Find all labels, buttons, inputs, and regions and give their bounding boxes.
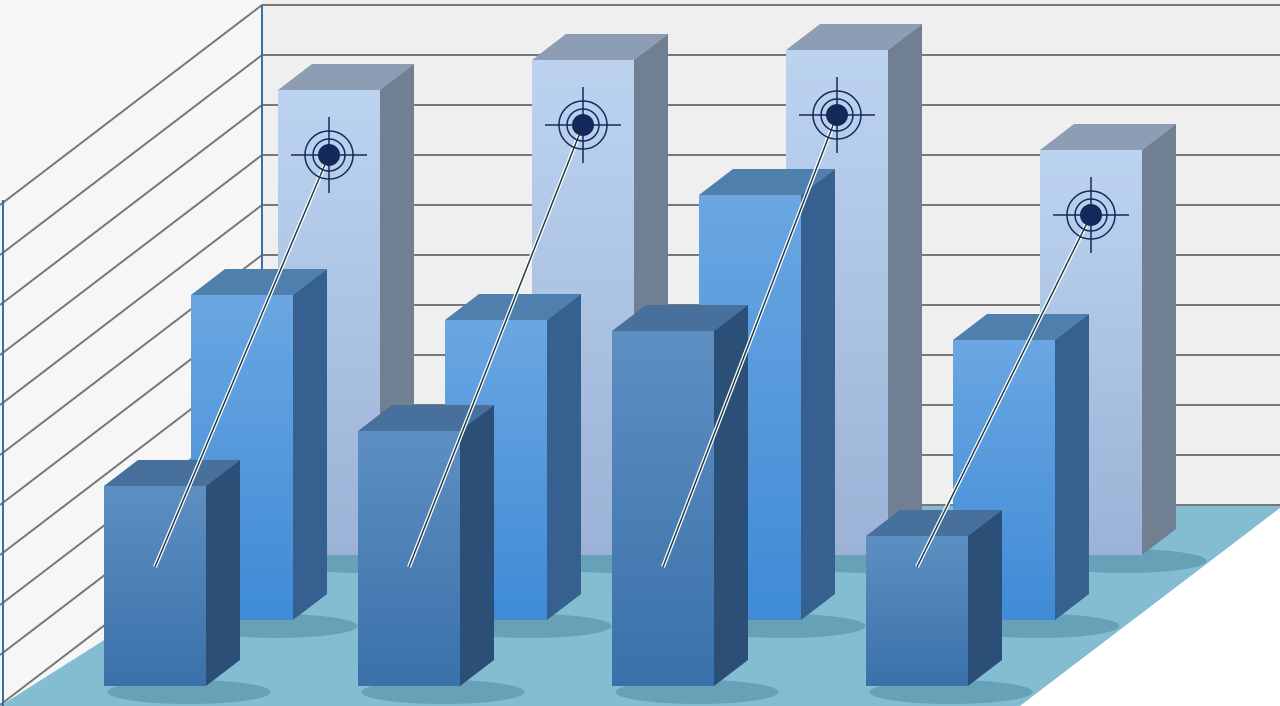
bar-side [293,269,327,620]
bar-top [866,510,1002,536]
bar-top [953,314,1089,340]
connector-line [662,114,838,568]
bar-side [206,460,240,686]
bar-side [460,405,494,686]
bar-top [104,460,240,486]
bar-side [1055,314,1089,620]
bar-side [714,305,748,686]
connector-line [408,124,584,568]
bar-side [968,510,1002,686]
bar [612,331,714,686]
bar-top [358,405,494,431]
bar-top [191,269,327,295]
bar-top [699,169,835,195]
bar-top [532,34,668,60]
bar-side [547,294,581,620]
bar-side [801,169,835,620]
gridline-side [0,204,263,406]
gridline-side [0,54,263,256]
gridline-side [0,154,263,356]
markers-layer [153,77,1129,568]
connector-line [154,154,330,568]
bar-top [1040,124,1176,150]
connector-line [916,214,1092,568]
bar-top [612,305,748,331]
bar [358,431,460,686]
bar [104,486,206,686]
floor-corner [1020,508,1280,706]
bar [866,536,968,686]
bar-side [1142,124,1176,555]
gridline-side [0,4,263,206]
gridline-side [0,104,263,306]
bar-top [278,64,414,90]
bar-side [888,24,922,555]
bar-top [786,24,922,50]
